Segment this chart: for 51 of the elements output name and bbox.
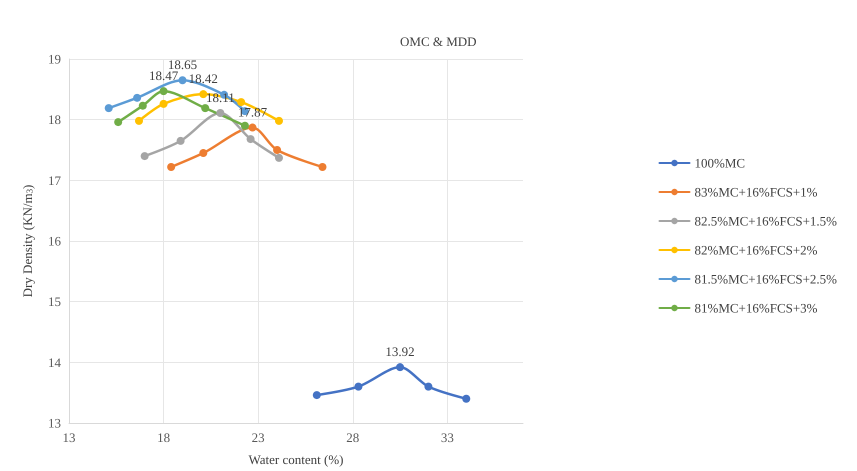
x-axis-title: Water content (%) <box>248 452 344 467</box>
point <box>201 104 210 112</box>
point <box>114 118 122 126</box>
point <box>396 363 404 372</box>
point <box>274 116 283 125</box>
legend-label: 100%MC <box>694 156 746 170</box>
y-tick-label: 14 <box>48 354 62 370</box>
legend-label: 82%MC+16%FCS+2% <box>694 242 818 258</box>
point <box>167 162 176 171</box>
point <box>135 116 143 125</box>
data-label: 18.42 <box>188 71 218 86</box>
legend-label: 83%MC+16%FCS+1% <box>694 184 818 200</box>
point <box>138 102 147 110</box>
legend-label: 81.5%MC+16%FCS+2.5% <box>694 272 838 286</box>
point <box>237 98 246 106</box>
point <box>312 391 321 400</box>
chart-title: OMC & MDD <box>400 34 477 49</box>
point <box>318 162 326 171</box>
x-tick-label: 23 <box>252 430 265 445</box>
point <box>160 87 168 96</box>
point <box>160 100 168 108</box>
point <box>273 146 282 154</box>
y-tick-label: 17 <box>48 172 62 188</box>
point <box>178 76 186 84</box>
point <box>104 104 113 112</box>
x-tick-label: 33 <box>440 430 454 445</box>
point <box>133 94 142 102</box>
y-axis-title: Dry Density (KN/m3) <box>20 184 35 298</box>
point <box>462 394 470 403</box>
y-tick-label: 15 <box>48 294 61 310</box>
x-tick-label: 28 <box>346 430 360 445</box>
point <box>199 149 208 158</box>
point <box>176 136 185 145</box>
legend-label: 81%MC+16%FCS+3% <box>694 300 818 316</box>
point <box>216 108 224 117</box>
x-tick-label: 18 <box>157 430 170 445</box>
y-tick-label: 16 <box>48 234 62 248</box>
point <box>248 124 256 132</box>
y-tick-label: 19 <box>48 52 61 66</box>
point <box>240 122 249 130</box>
x-tick-label: 13 <box>62 430 76 445</box>
point <box>140 152 149 160</box>
point <box>246 135 255 144</box>
point <box>354 382 362 391</box>
y-tick-label: 13 <box>48 416 61 430</box>
point <box>274 154 283 162</box>
data-label: 13.92 <box>385 344 415 360</box>
point <box>199 90 208 98</box>
point <box>424 382 432 391</box>
y-tick-label: 18 <box>48 112 61 128</box>
legend-label: 82.5%MC+16%FCS+1.5% <box>694 214 838 228</box>
